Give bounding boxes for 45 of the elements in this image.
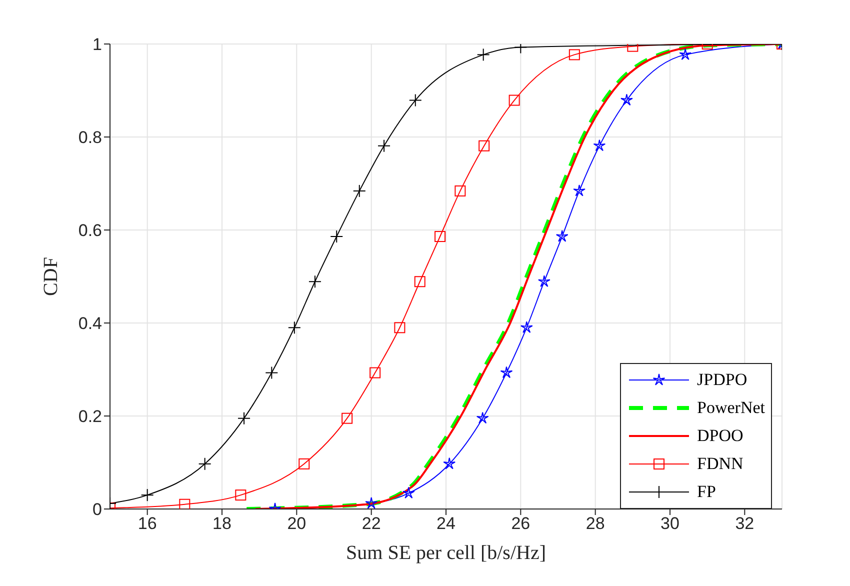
x-axis-title: Sum SE per cell [b/s/Hz]	[346, 542, 546, 564]
y-tick-label: 0.4	[78, 314, 102, 334]
x-tick-label: 30	[660, 514, 680, 534]
point	[342, 412, 353, 424]
point	[394, 322, 406, 334]
point	[568, 49, 580, 60]
point	[556, 230, 568, 242]
x-tick-label: 26	[511, 514, 530, 534]
x-tick-label: 28	[586, 514, 605, 534]
y-tick-label: 1	[92, 35, 102, 54]
x-tick-label: 16	[138, 514, 157, 534]
point	[538, 275, 550, 287]
y-tick-label: 0.6	[78, 221, 102, 240]
point	[679, 48, 692, 60]
x-tick-label: 20	[287, 514, 306, 534]
point	[370, 367, 381, 378]
y-tick-label: 0.8	[78, 128, 102, 148]
point	[454, 185, 466, 196]
point	[402, 486, 415, 499]
legend-label: DPOO	[697, 426, 744, 446]
point	[520, 321, 533, 334]
y-axis-title: CDF	[40, 257, 62, 296]
point	[235, 490, 246, 501]
point	[508, 94, 520, 106]
point	[476, 412, 489, 424]
point	[434, 231, 446, 242]
point	[478, 140, 490, 152]
x-tick-label: 24	[436, 514, 456, 534]
legend-label: FP	[697, 482, 716, 502]
x-tick-label: 18	[212, 514, 232, 534]
point	[414, 276, 426, 288]
point	[620, 94, 633, 106]
point	[500, 366, 513, 378]
point	[573, 184, 586, 196]
legend-label: PowerNet	[697, 398, 765, 418]
point	[298, 458, 310, 470]
point	[443, 457, 456, 470]
x-tick-label: 32	[735, 514, 754, 534]
x-tick-label: 22	[362, 514, 381, 534]
point	[365, 496, 378, 509]
legend-label: JPDPO	[697, 370, 748, 390]
point	[593, 139, 606, 152]
y-tick-label: 0.2	[78, 407, 102, 426]
y-tick-label: 0	[92, 500, 102, 520]
legend-label: FDNN	[697, 454, 744, 474]
